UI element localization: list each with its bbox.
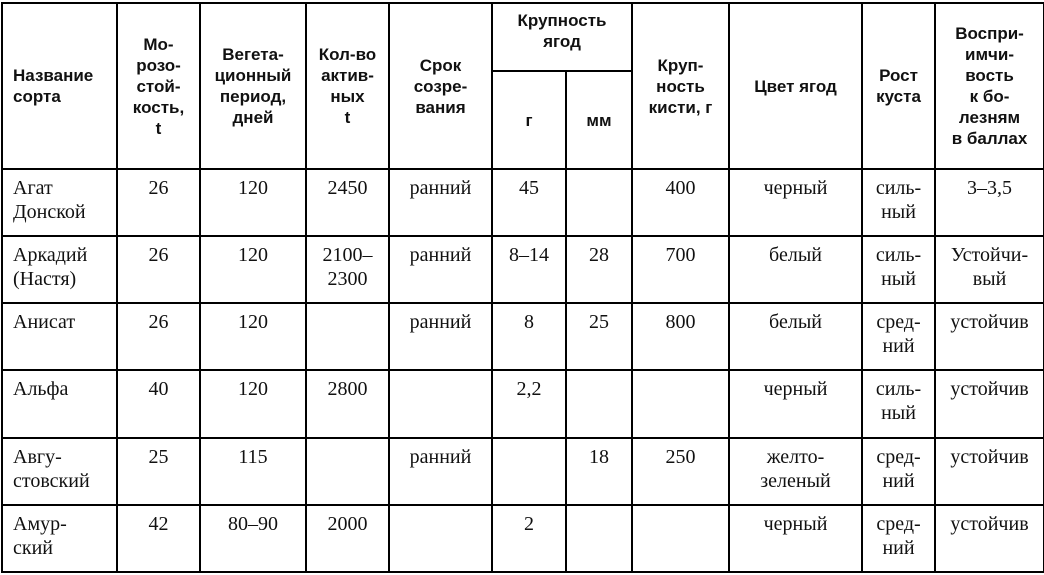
cell-berry-g: 2,2 <box>491 369 567 439</box>
cell-name: Амур- ский <box>1 503 118 574</box>
cell-color: белый <box>728 235 864 305</box>
cell-active-t: 2100– 2300 <box>305 235 390 305</box>
header-disease: Воспри- имчи- вость к бо- лезням в балла… <box>934 2 1044 170</box>
cell-berry-mm <box>564 167 634 238</box>
header-ripening: Срок созре- вания <box>388 2 493 170</box>
header-frost: Мо- розо- стой- кость, t <box>116 2 201 170</box>
cell-growth: сред- ний <box>861 503 937 574</box>
cell-ripening: ранний <box>388 436 493 506</box>
cell-name: Анисат <box>1 302 118 372</box>
cell-growth: сред- ний <box>861 302 937 372</box>
header-active-t: Кол-во актив- ных t <box>305 2 390 170</box>
cell-frost: 26 <box>116 302 201 372</box>
cell-color: черный <box>728 503 864 574</box>
table-row: Альфа 40 120 2800 2,2 черный силь- ный у… <box>1 369 1044 439</box>
cell-bunch: 700 <box>631 235 731 305</box>
cell-berry-g: 8 <box>491 302 567 372</box>
cell-active-t <box>305 302 390 372</box>
header-row-1: Название сорта Мо- розо- стой- кость, t … <box>1 2 1044 170</box>
cell-vegetation: 120 <box>199 167 307 238</box>
cell-berry-mm <box>564 503 634 574</box>
cell-name: Агат Донской <box>1 167 118 238</box>
cell-active-t: 2800 <box>305 369 390 439</box>
cell-color: черный <box>728 369 864 439</box>
table-row: Анисат 26 120 ранний 8 25 800 белый сред… <box>1 302 1044 372</box>
cell-name: Аркадий (Настя) <box>1 235 118 305</box>
cell-growth: сред- ний <box>861 436 937 506</box>
cell-disease: устойчив <box>934 503 1044 574</box>
cell-vegetation: 120 <box>199 369 307 439</box>
header-berry-g: г <box>491 70 567 170</box>
cell-disease: устойчив <box>934 436 1044 506</box>
cell-frost: 40 <box>116 369 201 439</box>
table-row: Аркадий (Настя) 26 120 2100– 2300 ранний… <box>1 235 1044 305</box>
header-berry-mm: мм <box>564 70 634 170</box>
cell-bunch: 400 <box>631 167 731 238</box>
table-row: Агат Донской 26 120 2450 ранний 45 400 ч… <box>1 167 1044 238</box>
cell-berry-g <box>491 436 567 506</box>
cell-vegetation: 80–90 <box>199 503 307 574</box>
cell-ripening <box>388 369 493 439</box>
cell-berry-g: 2 <box>491 503 567 574</box>
header-vegetation: Вегета- ционный период, дней <box>199 2 307 170</box>
cell-vegetation: 120 <box>199 235 307 305</box>
cell-bunch <box>631 369 731 439</box>
header-berry-size: Крупность ягод <box>490 2 634 72</box>
cell-berry-g: 45 <box>491 167 567 238</box>
cell-ripening: ранний <box>388 167 493 238</box>
cell-growth: силь- ный <box>861 235 937 305</box>
table-row: Авгу- стовский 25 115 ранний 18 250 желт… <box>1 436 1044 506</box>
table-row: Амур- ский 42 80–90 2000 2 черный сред- … <box>1 503 1044 574</box>
cell-ripening <box>388 503 493 574</box>
cell-ripening: ранний <box>388 235 493 305</box>
cell-name: Альфа <box>1 369 118 439</box>
cell-disease: устойчив <box>934 369 1044 439</box>
cell-disease: 3–3,5 <box>934 167 1044 238</box>
header-row-2: г мм <box>2 70 1044 170</box>
cell-berry-mm: 28 <box>564 235 634 305</box>
cell-bunch <box>631 503 731 574</box>
cell-berry-mm: 18 <box>564 436 634 506</box>
cell-frost: 26 <box>116 235 201 305</box>
header-name: Название сорта <box>1 2 118 170</box>
cell-vegetation: 115 <box>199 436 307 506</box>
cell-ripening: ранний <box>388 302 493 372</box>
cell-color: белый <box>728 302 864 372</box>
cell-berry-g: 8–14 <box>491 235 567 305</box>
cell-growth: силь- ный <box>861 369 937 439</box>
cell-active-t: 2450 <box>305 167 390 238</box>
cell-berry-mm <box>564 369 634 439</box>
cell-berry-mm: 25 <box>564 302 634 372</box>
cell-growth: силь- ный <box>861 167 937 238</box>
cell-disease: Устойчи- вый <box>934 235 1044 305</box>
cell-bunch: 250 <box>631 436 731 506</box>
cell-frost: 42 <box>116 503 201 574</box>
header-bunch: Круп- ность кисти, г <box>631 2 731 170</box>
cell-active-t <box>305 436 390 506</box>
header-growth: Рост куста <box>861 2 937 170</box>
cell-frost: 25 <box>116 436 201 506</box>
cell-frost: 26 <box>116 167 201 238</box>
cell-bunch: 800 <box>631 302 731 372</box>
cell-color: желто- зеленый <box>728 436 864 506</box>
cell-disease: устойчив <box>934 302 1044 372</box>
cell-color: черный <box>728 167 864 238</box>
cell-active-t: 2000 <box>305 503 390 574</box>
header-color: Цвет ягод <box>728 2 864 170</box>
cell-name: Авгу- стовский <box>1 436 118 506</box>
cell-vegetation: 120 <box>199 302 307 372</box>
